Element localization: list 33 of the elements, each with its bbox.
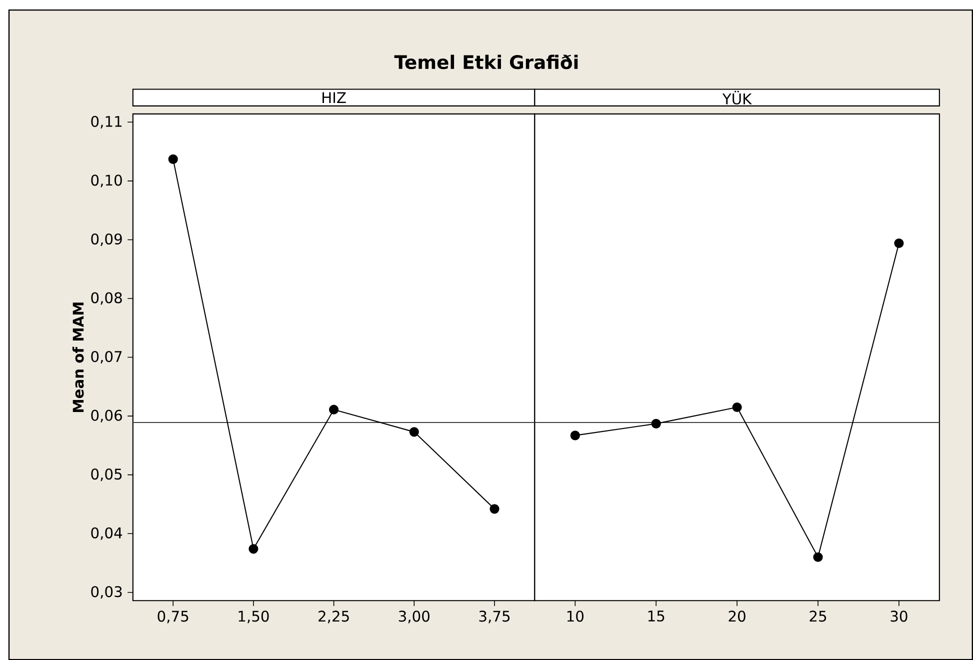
y-tick-label: 0,06 [91, 410, 122, 422]
point [409, 427, 419, 437]
x-tick-label: 30 [890, 610, 908, 622]
x-tick-label: 25 [810, 610, 826, 622]
x-tick-label: 3,75 [479, 610, 510, 624]
point [570, 430, 580, 440]
point [732, 402, 742, 412]
x-tick-label: 10 [567, 610, 584, 622]
point [894, 238, 904, 248]
point [248, 544, 258, 554]
point [168, 154, 178, 164]
point [329, 404, 339, 414]
x-tick-label: 1,50 [238, 610, 269, 624]
point [651, 418, 661, 428]
x-tick-label: 0,75 [158, 610, 188, 624]
y-tick-label: 0,03 [91, 586, 122, 599]
chart-subtitle: HIZ [322, 92, 346, 103]
y-tick-label: 0,07 [91, 350, 122, 364]
y-tick-label: 0,05 [91, 468, 122, 482]
y-tick-label: 0,10 [91, 174, 122, 188]
x-tick-label: 20 [728, 610, 746, 622]
y-tick-label: 0,11 [91, 116, 122, 128]
chart-subtitle: YÜK [722, 90, 752, 104]
point [813, 552, 823, 562]
y-tick-label: 0,04 [91, 527, 122, 540]
y-tick-label: 0,08 [91, 292, 122, 305]
x-tick-label: 15 [648, 610, 664, 622]
y-axis-title: Mean of MAM [72, 302, 84, 412]
x-tick-label: 2,25 [318, 610, 349, 624]
x-tick-label: 3,00 [398, 610, 430, 624]
point [490, 504, 500, 514]
y-tick-label: 0,09 [91, 233, 122, 246]
chart-title: Temel Etki Grafiði [394, 54, 578, 70]
